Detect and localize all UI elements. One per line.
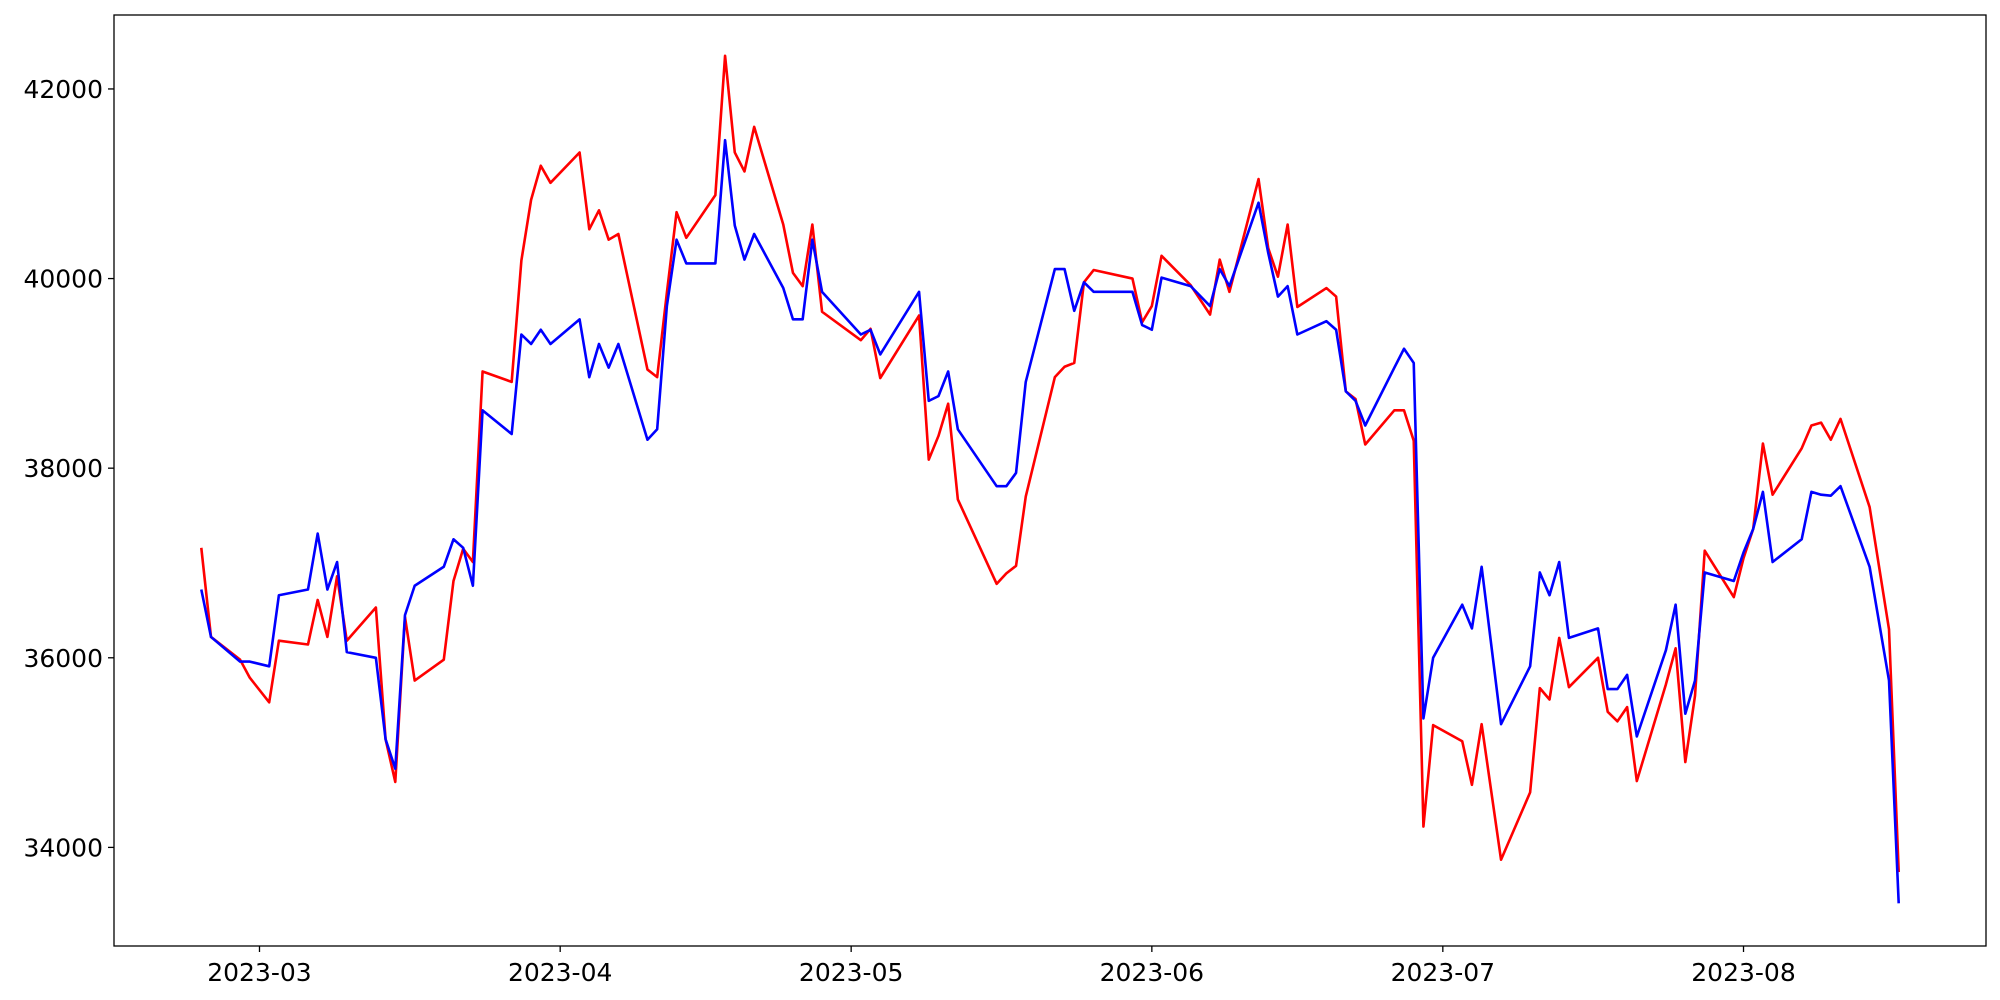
line-series xyxy=(200,54,1900,873)
y-tick-label: 42000 xyxy=(23,75,103,104)
y-tick-label: 36000 xyxy=(23,644,103,673)
x-tick-label: 2023-07 xyxy=(1391,958,1495,987)
plot-frame xyxy=(113,14,1987,947)
y-tick-label: 34000 xyxy=(23,833,103,862)
y-tick-label: 38000 xyxy=(23,454,103,483)
x-tick-label: 2023-05 xyxy=(799,958,903,987)
line-series xyxy=(200,138,1900,904)
x-tick-label: 2023-08 xyxy=(1691,958,1795,987)
y-tick-label: 40000 xyxy=(23,265,103,294)
x-tick-label: 2023-06 xyxy=(1100,958,1204,987)
x-tick-label: 2023-03 xyxy=(207,958,311,987)
x-tick-label: 2023-04 xyxy=(508,958,612,987)
